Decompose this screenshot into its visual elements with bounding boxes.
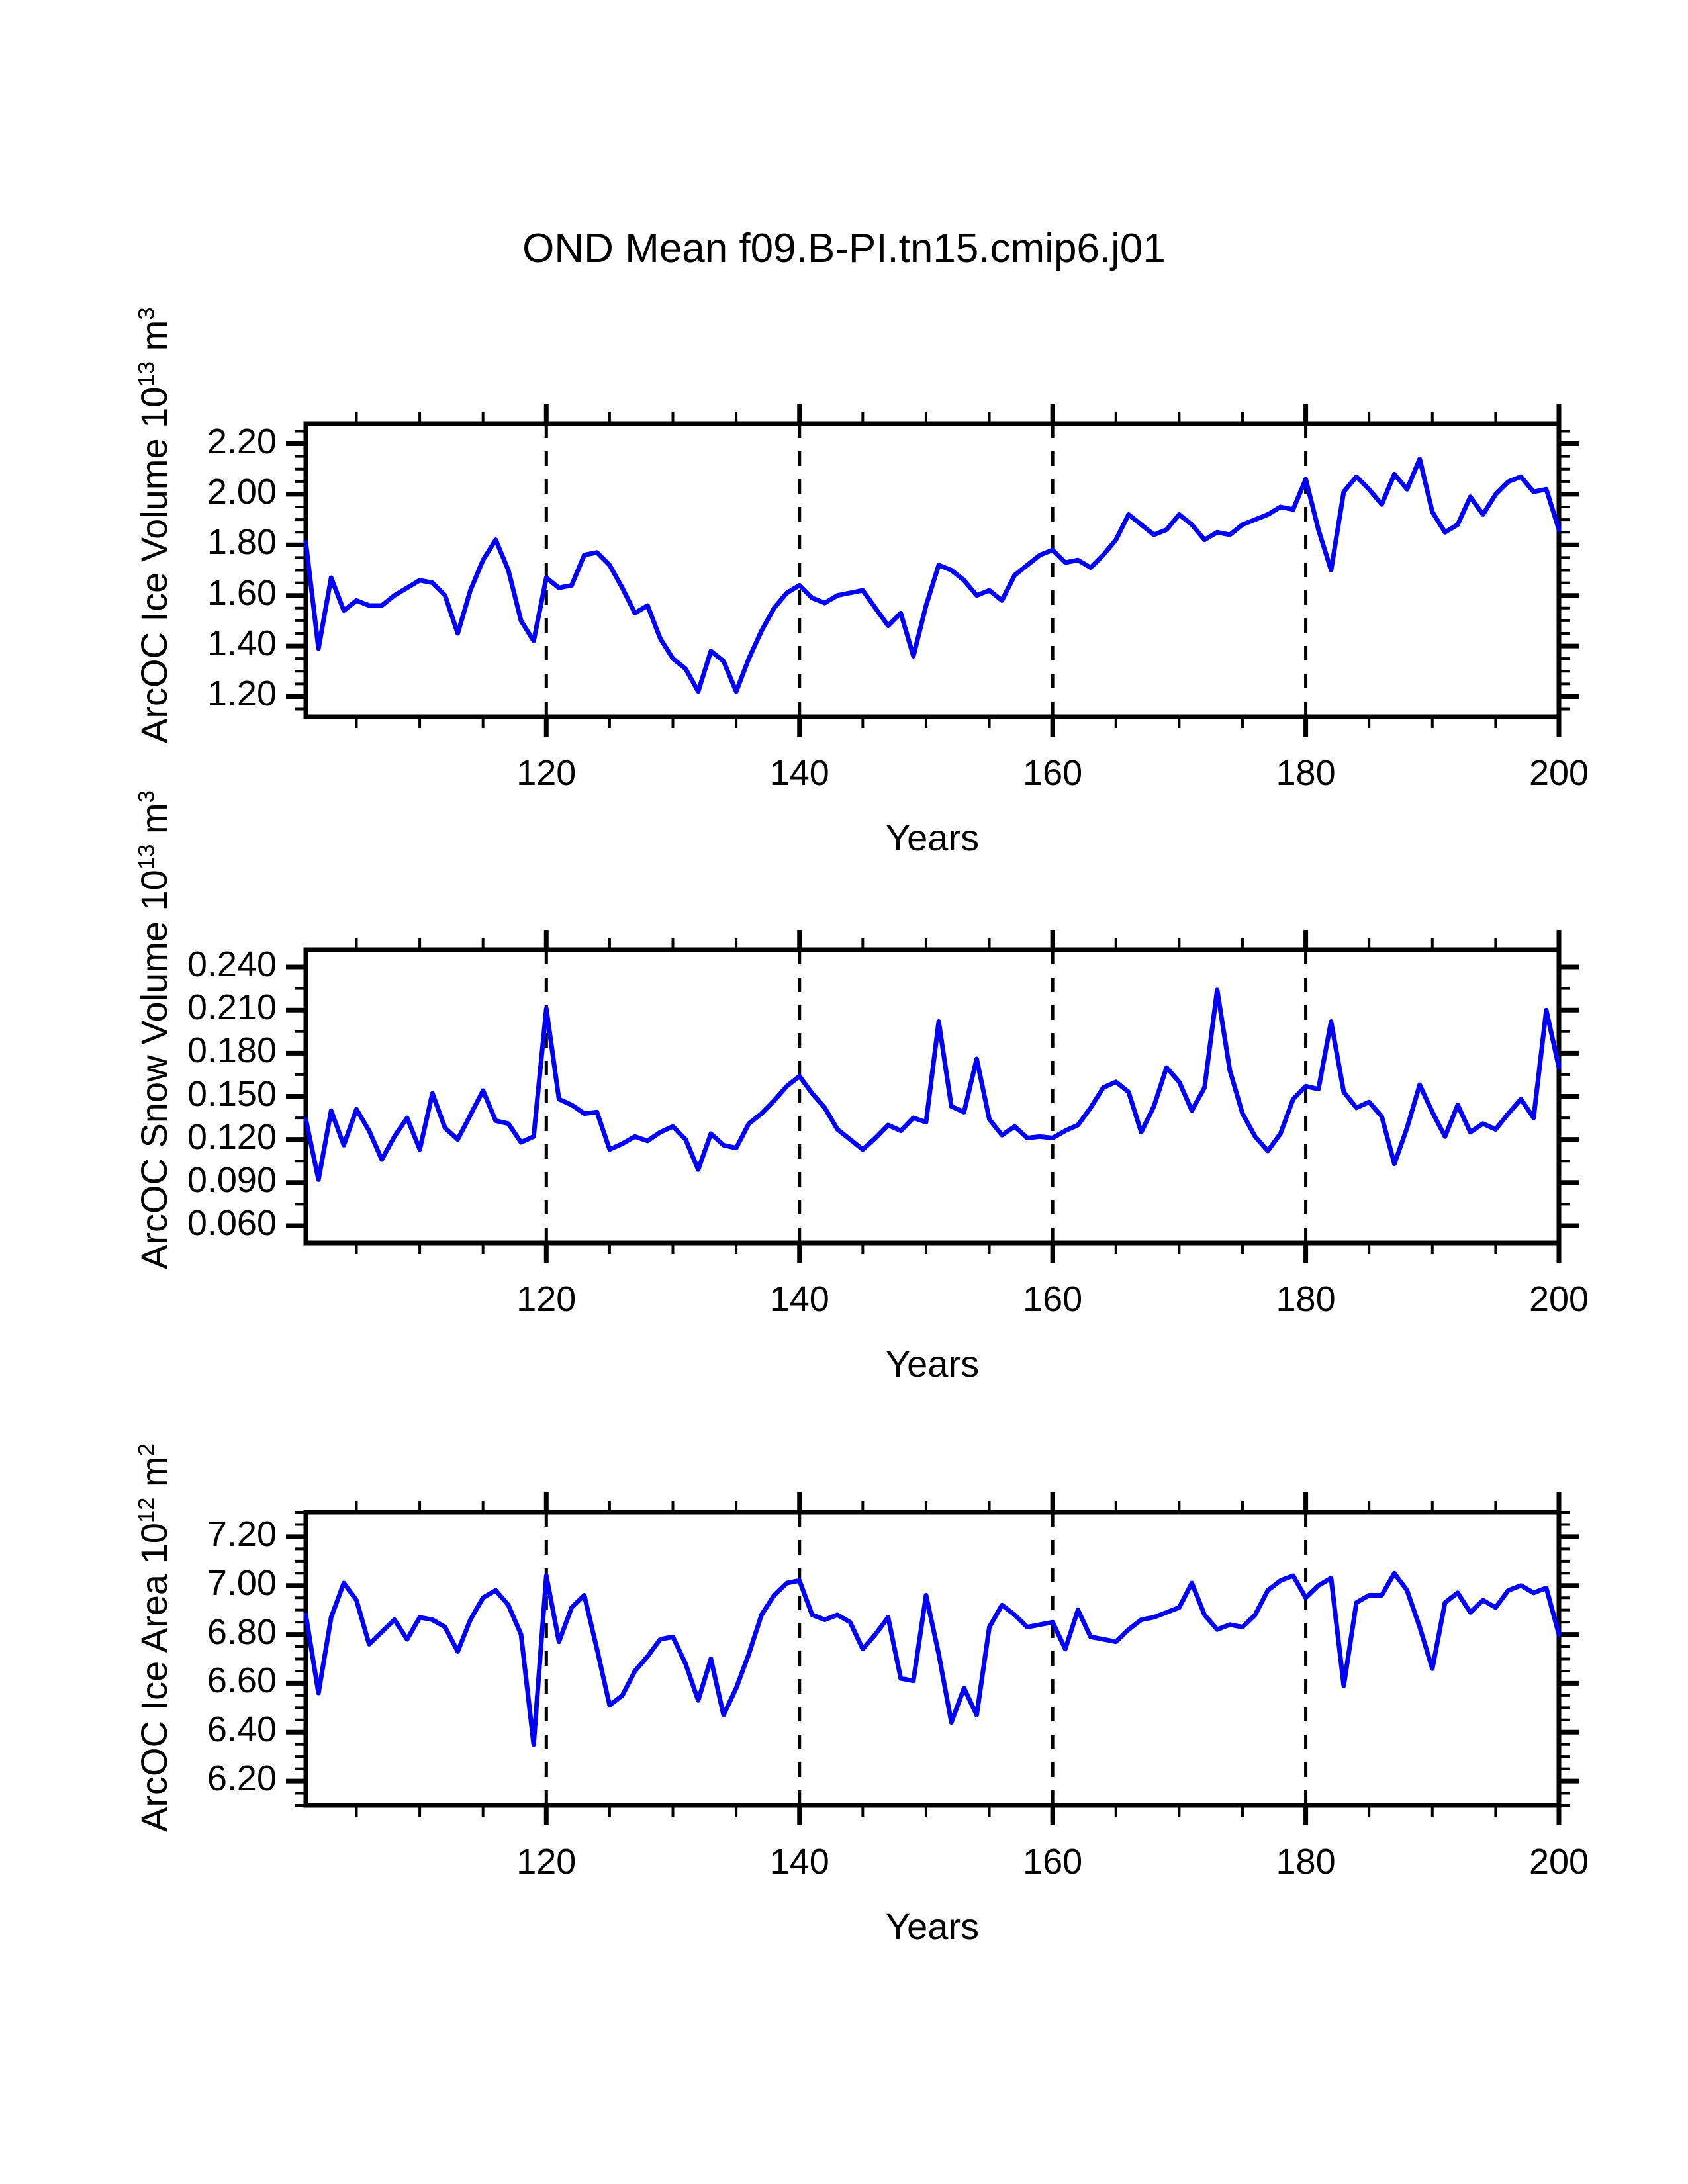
- page-title: OND Mean f09.B-PI.tn15.cmip6.j01: [522, 226, 1166, 271]
- y-tick-label: 1.20: [207, 674, 277, 714]
- x-axis-label: Years: [885, 1905, 980, 1947]
- data-series-line: [303, 1570, 1562, 1747]
- y-tick-label: 0.180: [187, 1030, 277, 1071]
- y-tick-label: 0.120: [187, 1116, 277, 1157]
- data-series-line: [303, 456, 1562, 694]
- y-tick-label: 1.40: [207, 623, 277, 664]
- y-axis-label-unit-exponent: 2: [134, 1443, 160, 1457]
- x-tick-label: 200: [1528, 753, 1589, 793]
- y-axis-label-text: ArcOC Ice Area 10: [133, 1523, 175, 1832]
- x-tick-label: 140: [769, 753, 829, 793]
- y-tick-label: 0.090: [187, 1160, 277, 1200]
- y-tick-label: 1.80: [207, 522, 277, 563]
- y-tick-label: 0.240: [187, 944, 277, 985]
- x-axis-label: Years: [885, 1343, 980, 1385]
- x-tick-label: 160: [1023, 1842, 1083, 1882]
- x-tick-label: 120: [516, 1279, 577, 1319]
- y-tick-label: 0.150: [187, 1073, 277, 1114]
- x-tick-label: 140: [769, 1279, 829, 1319]
- y-axis-label: ArcOC Ice Area 1012 m2: [132, 1443, 175, 1832]
- x-tick-label: 180: [1276, 1279, 1336, 1319]
- x-tick-label: 180: [1276, 753, 1336, 793]
- x-tick-label: 140: [769, 1842, 829, 1882]
- y-axis-label-exponent: 12: [134, 1497, 160, 1524]
- y-tick-label: 2.20: [207, 421, 277, 461]
- y-tick-label: 0.210: [187, 987, 277, 1028]
- x-tick-label: 180: [1276, 1842, 1336, 1882]
- x-axis-label: Years: [885, 817, 980, 858]
- x-tick-label: 120: [516, 753, 577, 793]
- y-tick-label: 6.20: [207, 1758, 277, 1799]
- y-tick-label: 7.00: [207, 1563, 277, 1603]
- y-tick-label: 1.60: [207, 572, 277, 613]
- y-tick-label: 2.00: [207, 471, 277, 512]
- y-tick-label: 6.40: [207, 1709, 277, 1750]
- x-tick-label: 120: [516, 1842, 577, 1882]
- x-tick-label: 200: [1528, 1279, 1589, 1319]
- x-tick-label: 160: [1023, 753, 1083, 793]
- y-axis-label-unit: m: [133, 1456, 175, 1498]
- x-tick-label: 160: [1023, 1279, 1083, 1319]
- y-tick-label: 6.80: [207, 1612, 277, 1652]
- y-tick-label: 7.20: [207, 1514, 277, 1554]
- y-tick-label: 0.060: [187, 1203, 277, 1243]
- data-series-line: [303, 987, 1562, 1182]
- y-tick-label: 6.60: [207, 1661, 277, 1701]
- plot-frame: [303, 1510, 1562, 1808]
- x-tick-label: 200: [1528, 1842, 1589, 1882]
